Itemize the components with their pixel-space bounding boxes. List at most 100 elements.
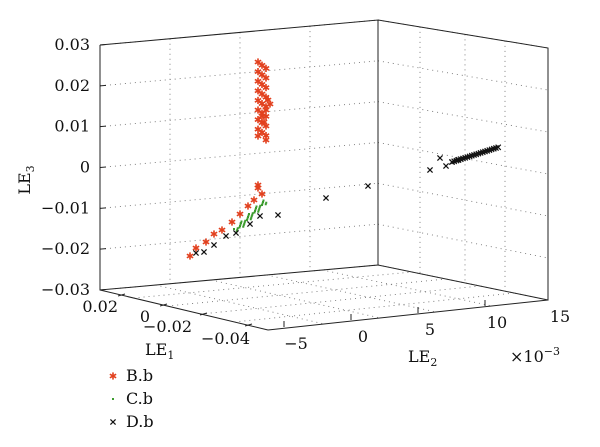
z-axis: 0.03 0.02 0.01 0 −0.01 −0.02 −0.03 <box>41 35 107 299</box>
b-b-point <box>202 238 210 246</box>
x-tick <box>117 293 126 297</box>
c-b-point <box>247 216 249 218</box>
d-b-point <box>322 194 330 202</box>
d-b-point <box>495 144 502 151</box>
z-tick <box>99 84 107 87</box>
c-b-point <box>247 214 250 217</box>
z-tick-label: 0.01 <box>54 117 90 136</box>
grid-line <box>200 285 481 315</box>
legend-marker-c-b <box>112 398 114 400</box>
d-b-point <box>210 241 218 249</box>
z-tick-label: 0.02 <box>54 76 90 95</box>
b-b-point <box>254 181 262 189</box>
grid-line <box>322 269 493 307</box>
d-b-point <box>192 249 200 257</box>
b-b-point <box>210 230 218 238</box>
b-b-point <box>192 244 200 252</box>
data-points <box>109 58 502 426</box>
c-b-point <box>240 220 243 223</box>
c-b-point <box>257 210 260 213</box>
z-tick <box>99 207 107 209</box>
z-tick-label: −0.03 <box>41 280 90 299</box>
b-b-point <box>262 64 270 72</box>
grid-line <box>377 101 549 133</box>
z-tick <box>99 125 107 128</box>
c-b-point <box>255 207 257 209</box>
c-b-point <box>258 206 261 209</box>
b-b-point <box>244 202 252 210</box>
legend-marker-b-b <box>109 372 117 380</box>
grid-line <box>99 60 379 87</box>
b-b-point <box>262 136 270 144</box>
c-b-point <box>238 226 241 229</box>
c-b-point <box>243 222 246 225</box>
z-tick-label: 0.03 <box>54 35 90 54</box>
c-b-point <box>257 209 260 212</box>
c-b-point <box>250 216 253 219</box>
c-b-point <box>254 208 257 211</box>
c-b-point <box>259 204 262 207</box>
b-b-point <box>250 196 258 204</box>
y-axis-label: LE2 <box>408 347 437 369</box>
b-b-point <box>262 74 270 82</box>
b-b-point <box>258 190 266 198</box>
c-b-point <box>249 218 252 221</box>
x-tick-label: −0.02 <box>143 317 192 336</box>
z-tick-label: 0 <box>80 158 90 177</box>
c-b-point <box>251 212 254 215</box>
d-b-point <box>222 232 230 240</box>
grid-line <box>167 278 447 307</box>
grid-line <box>99 101 379 128</box>
c-b-point <box>235 230 238 233</box>
z-tick-label: −0.02 <box>41 239 90 258</box>
grid-line <box>99 142 379 168</box>
grid-line <box>377 60 549 91</box>
grid-line <box>99 182 379 209</box>
c-b-point <box>246 219 248 221</box>
x-tick <box>159 303 168 307</box>
grid-line <box>234 292 515 323</box>
b-b-point <box>262 106 270 114</box>
y-tick-label: 0 <box>358 327 368 346</box>
c-b-point <box>236 227 239 230</box>
d-b-point <box>426 166 434 174</box>
b-b-point <box>236 210 244 218</box>
legend-label: C.b <box>126 389 153 408</box>
legend-label: B.b <box>126 366 153 385</box>
c-b-point <box>258 207 261 210</box>
b-b-point <box>262 84 270 92</box>
b-b-point <box>258 112 266 120</box>
c-b-point <box>244 219 247 222</box>
grid-line <box>377 182 549 217</box>
c-b-point <box>262 201 264 203</box>
c-b-point <box>233 228 235 230</box>
x-tick-label: −0.04 <box>201 329 250 348</box>
legend: B.b C.b D.b <box>126 366 154 431</box>
y-tick-label: −5 <box>284 334 308 353</box>
y-tick-label: 10 <box>487 313 507 332</box>
b-b-point <box>228 218 236 226</box>
c-b-point <box>251 213 254 216</box>
d-b-point <box>436 154 444 162</box>
c-b-point <box>243 221 246 224</box>
grid-line <box>133 271 413 299</box>
legend-marker-d-b <box>109 418 117 426</box>
c-b-point <box>236 228 239 231</box>
c-b-point <box>239 223 242 226</box>
c-b-point <box>242 225 245 228</box>
b-b-point <box>266 100 274 108</box>
c-b-point <box>254 210 256 212</box>
z-tick <box>99 248 107 250</box>
c-b-point <box>240 222 242 224</box>
z-axis-label: LE3 <box>15 165 37 194</box>
c-b-point <box>242 224 245 227</box>
c-b-point <box>265 201 268 204</box>
x-tick-label: 0.02 <box>82 297 118 316</box>
grid-line <box>211 279 381 319</box>
b-b-point <box>186 252 194 260</box>
d-b-point <box>442 162 450 170</box>
c-b-point <box>253 211 256 214</box>
c-b-point <box>261 204 263 206</box>
z-tick <box>99 44 107 46</box>
